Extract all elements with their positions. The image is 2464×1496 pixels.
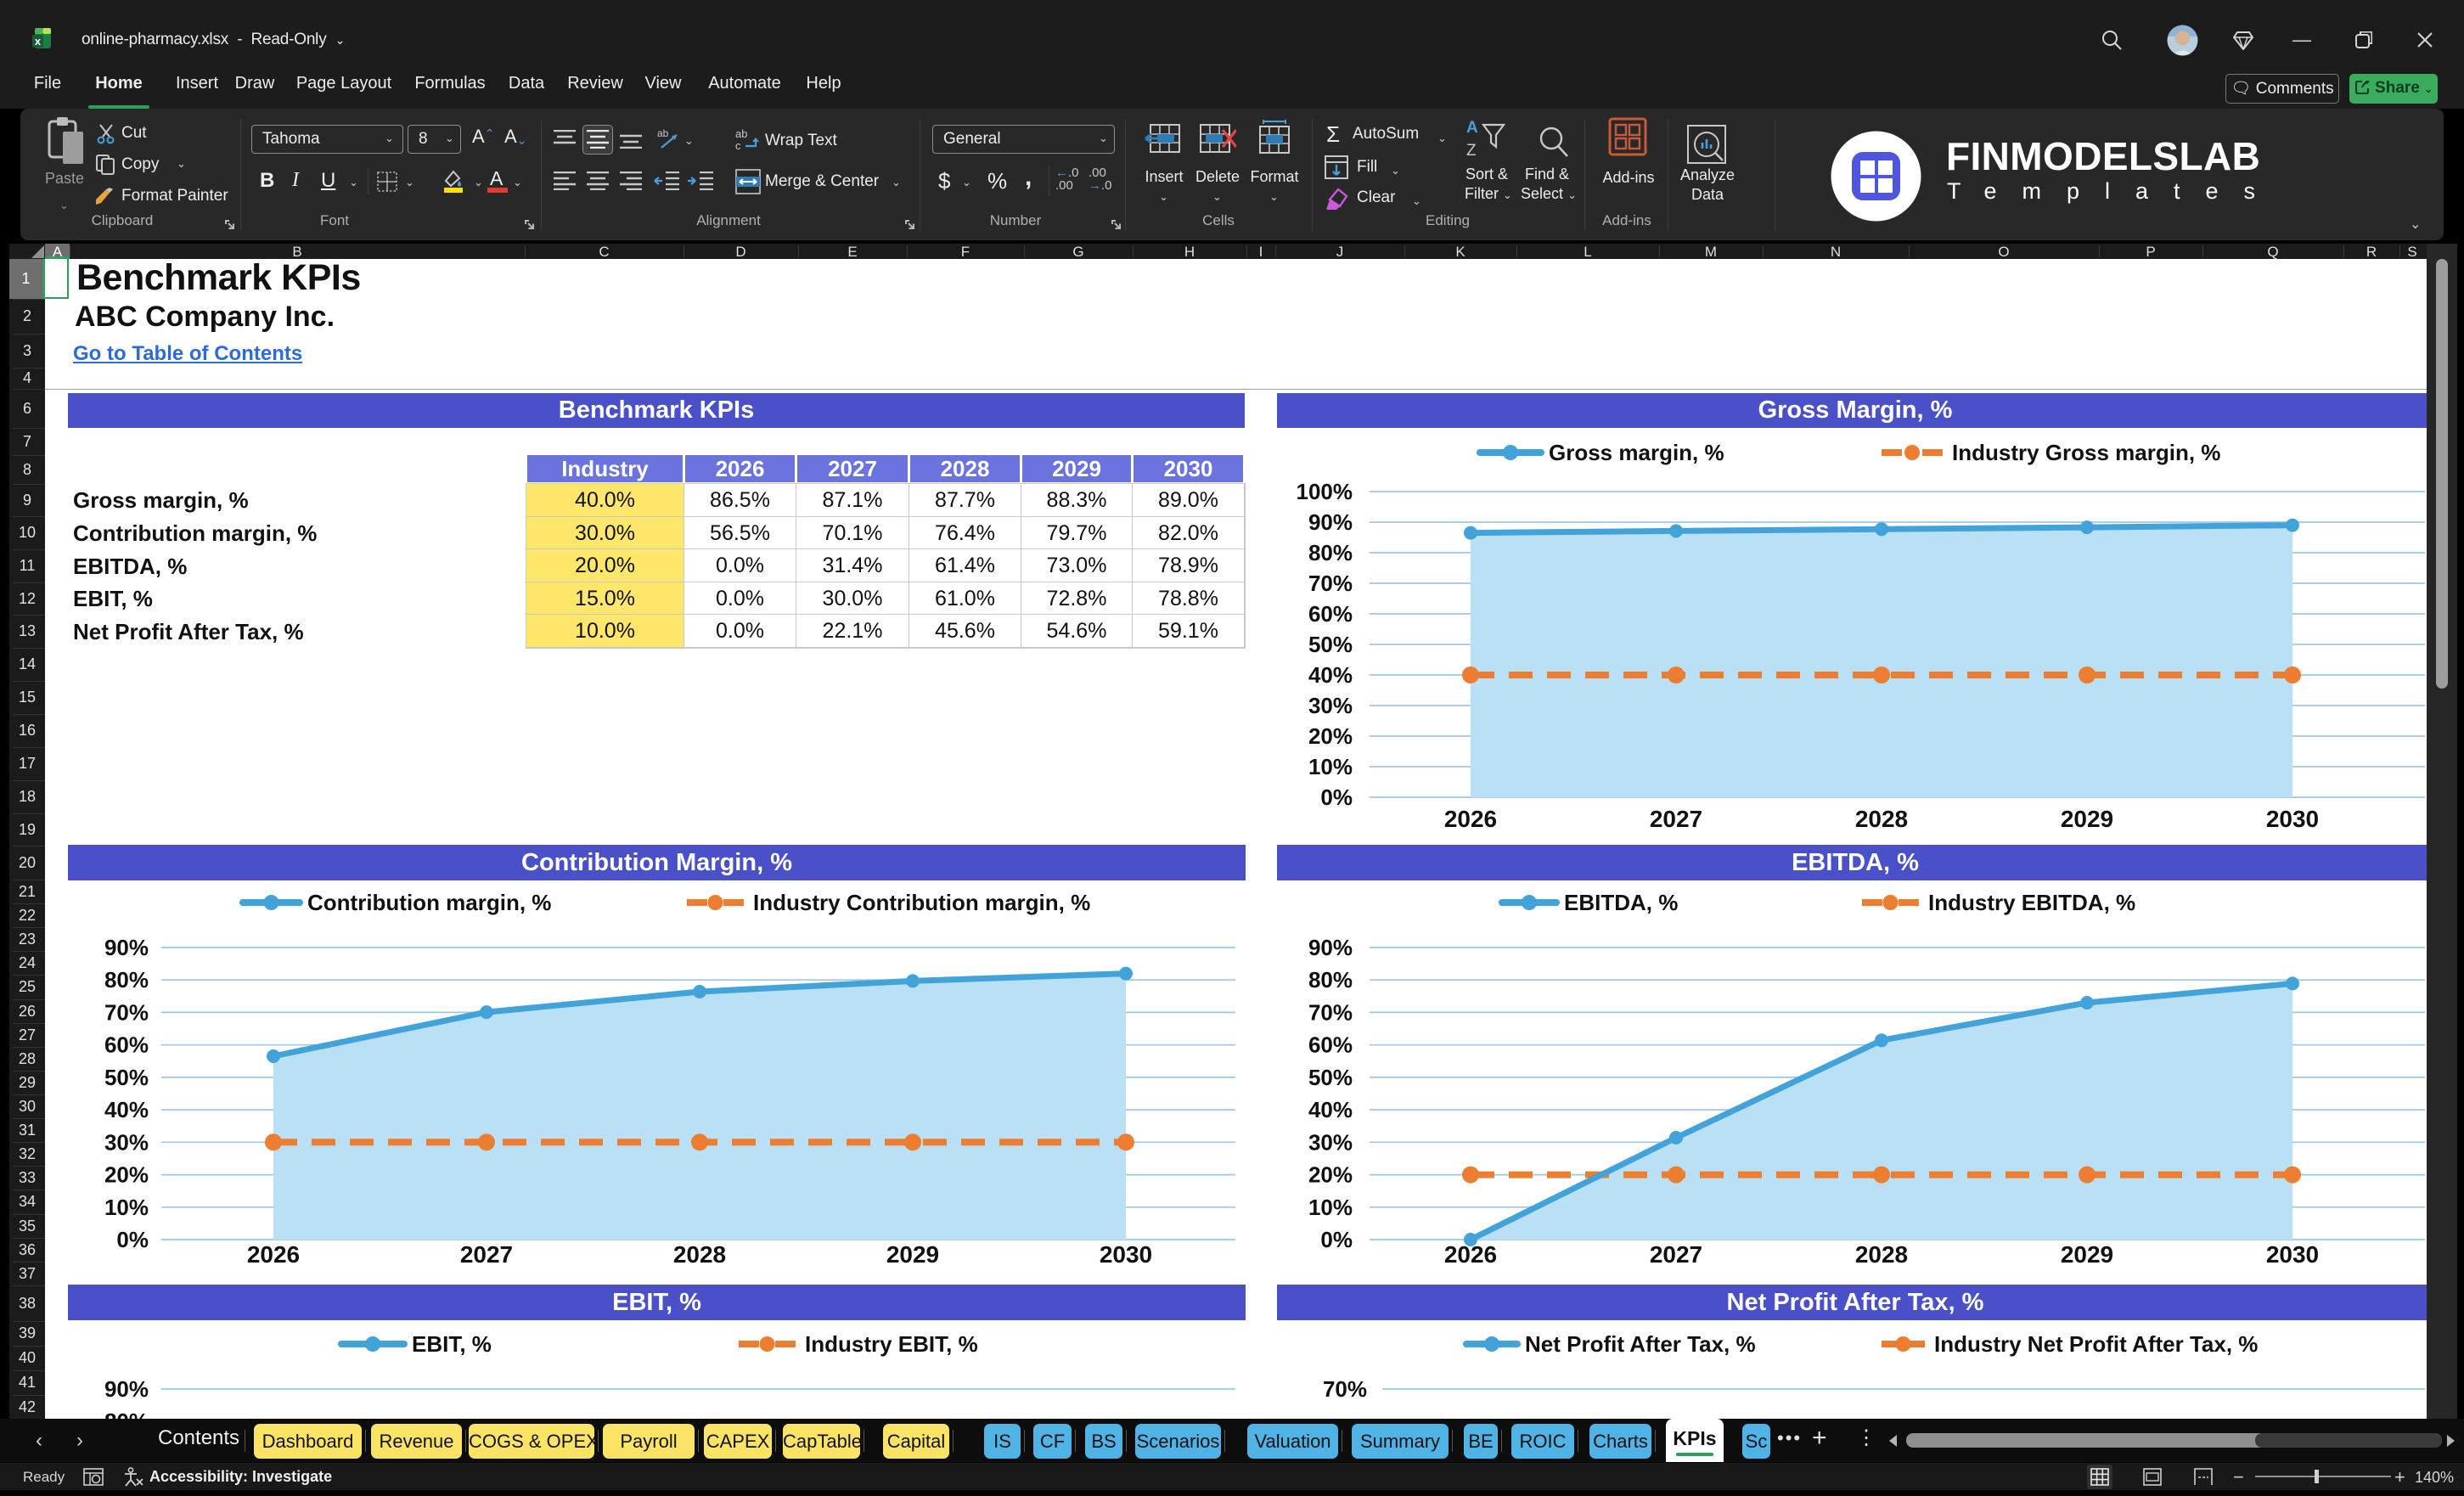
svg-text:2030: 2030 [1100, 1241, 1152, 1268]
svg-text:20%: 20% [1308, 1162, 1353, 1188]
svg-text:2026: 2026 [247, 1241, 300, 1268]
svg-text:x: x [35, 35, 42, 48]
svg-text:10%: 10% [1308, 754, 1353, 779]
svg-text:30%: 30% [1308, 1129, 1353, 1155]
svg-text:0%: 0% [1320, 1227, 1353, 1252]
svg-text:20%: 20% [1308, 723, 1353, 749]
svg-text:2026: 2026 [1444, 1241, 1497, 1268]
svg-text:2027: 2027 [1650, 1241, 1702, 1268]
svg-text:70%: 70% [1308, 571, 1353, 596]
svg-text:60%: 60% [1308, 1032, 1353, 1058]
svg-text:50%: 50% [1308, 1065, 1353, 1090]
svg-text:40%: 40% [104, 1097, 149, 1122]
svg-text:90%: 90% [1308, 935, 1353, 960]
svg-text:Industry Net Profit After Tax,: Industry Net Profit After Tax, % [1934, 1331, 2258, 1357]
svg-text:70%: 70% [1308, 999, 1353, 1025]
svg-text:ab: ab [735, 127, 747, 140]
svg-text:Contribution margin, %: Contribution margin, % [307, 890, 551, 915]
svg-text:Industry Contribution margin,: Industry Contribution margin, % [753, 890, 1090, 915]
svg-text:Industry EBITDA, %: Industry EBITDA, % [1928, 890, 2135, 915]
svg-text:20%: 20% [104, 1162, 149, 1188]
svg-text:Z: Z [1466, 142, 1477, 157]
svg-text:80%: 80% [1308, 967, 1353, 993]
svg-text:2029: 2029 [2061, 806, 2113, 832]
svg-text:80%: 80% [104, 1409, 149, 1419]
svg-text:EBIT, %: EBIT, % [412, 1331, 492, 1357]
svg-text:Industry EBIT, %: Industry EBIT, % [805, 1331, 978, 1357]
svg-text:2028: 2028 [1855, 806, 1908, 832]
svg-text:70%: 70% [1323, 1376, 1367, 1402]
svg-text:Industry Gross margin, %: Industry Gross margin, % [1952, 440, 2220, 465]
svg-text:c: c [735, 139, 741, 152]
svg-text:0%: 0% [1320, 785, 1353, 810]
svg-text:90%: 90% [104, 935, 149, 960]
svg-text:50%: 50% [1308, 632, 1353, 657]
svg-text:30%: 30% [104, 1129, 149, 1155]
svg-text:ab: ab [657, 127, 669, 139]
svg-text:90%: 90% [1308, 509, 1353, 535]
svg-text:60%: 60% [104, 1032, 149, 1058]
svg-text:EBITDA, %: EBITDA, % [1564, 890, 1678, 915]
svg-text:2027: 2027 [1650, 806, 1702, 832]
svg-text:60%: 60% [1308, 601, 1353, 627]
svg-text:50%: 50% [104, 1065, 149, 1090]
svg-text:40%: 40% [1308, 1097, 1353, 1122]
svg-text:2026: 2026 [1444, 806, 1497, 832]
svg-text:70%: 70% [104, 999, 149, 1025]
svg-text:2028: 2028 [673, 1241, 726, 1268]
svg-text:2029: 2029 [886, 1241, 939, 1268]
svg-text:2030: 2030 [2266, 1241, 2319, 1268]
svg-text:Gross margin, %: Gross margin, % [1549, 440, 1724, 465]
svg-text:2028: 2028 [1855, 1241, 1908, 1268]
svg-text:2027: 2027 [460, 1241, 513, 1268]
svg-text:10%: 10% [104, 1195, 149, 1220]
svg-text:0%: 0% [116, 1227, 149, 1252]
svg-text:80%: 80% [104, 967, 149, 993]
svg-text:2030: 2030 [2266, 806, 2319, 832]
svg-text:10%: 10% [1308, 1195, 1353, 1220]
svg-text:Net Profit After Tax, %: Net Profit After Tax, % [1525, 1331, 1756, 1357]
svg-text:90%: 90% [104, 1376, 149, 1402]
svg-text:30%: 30% [1308, 693, 1353, 718]
svg-text:A: A [1466, 119, 1478, 137]
svg-text:100%: 100% [1297, 479, 1353, 504]
svg-text:40%: 40% [1308, 662, 1353, 688]
svg-text:2029: 2029 [2061, 1241, 2113, 1268]
svg-text:80%: 80% [1308, 540, 1353, 565]
